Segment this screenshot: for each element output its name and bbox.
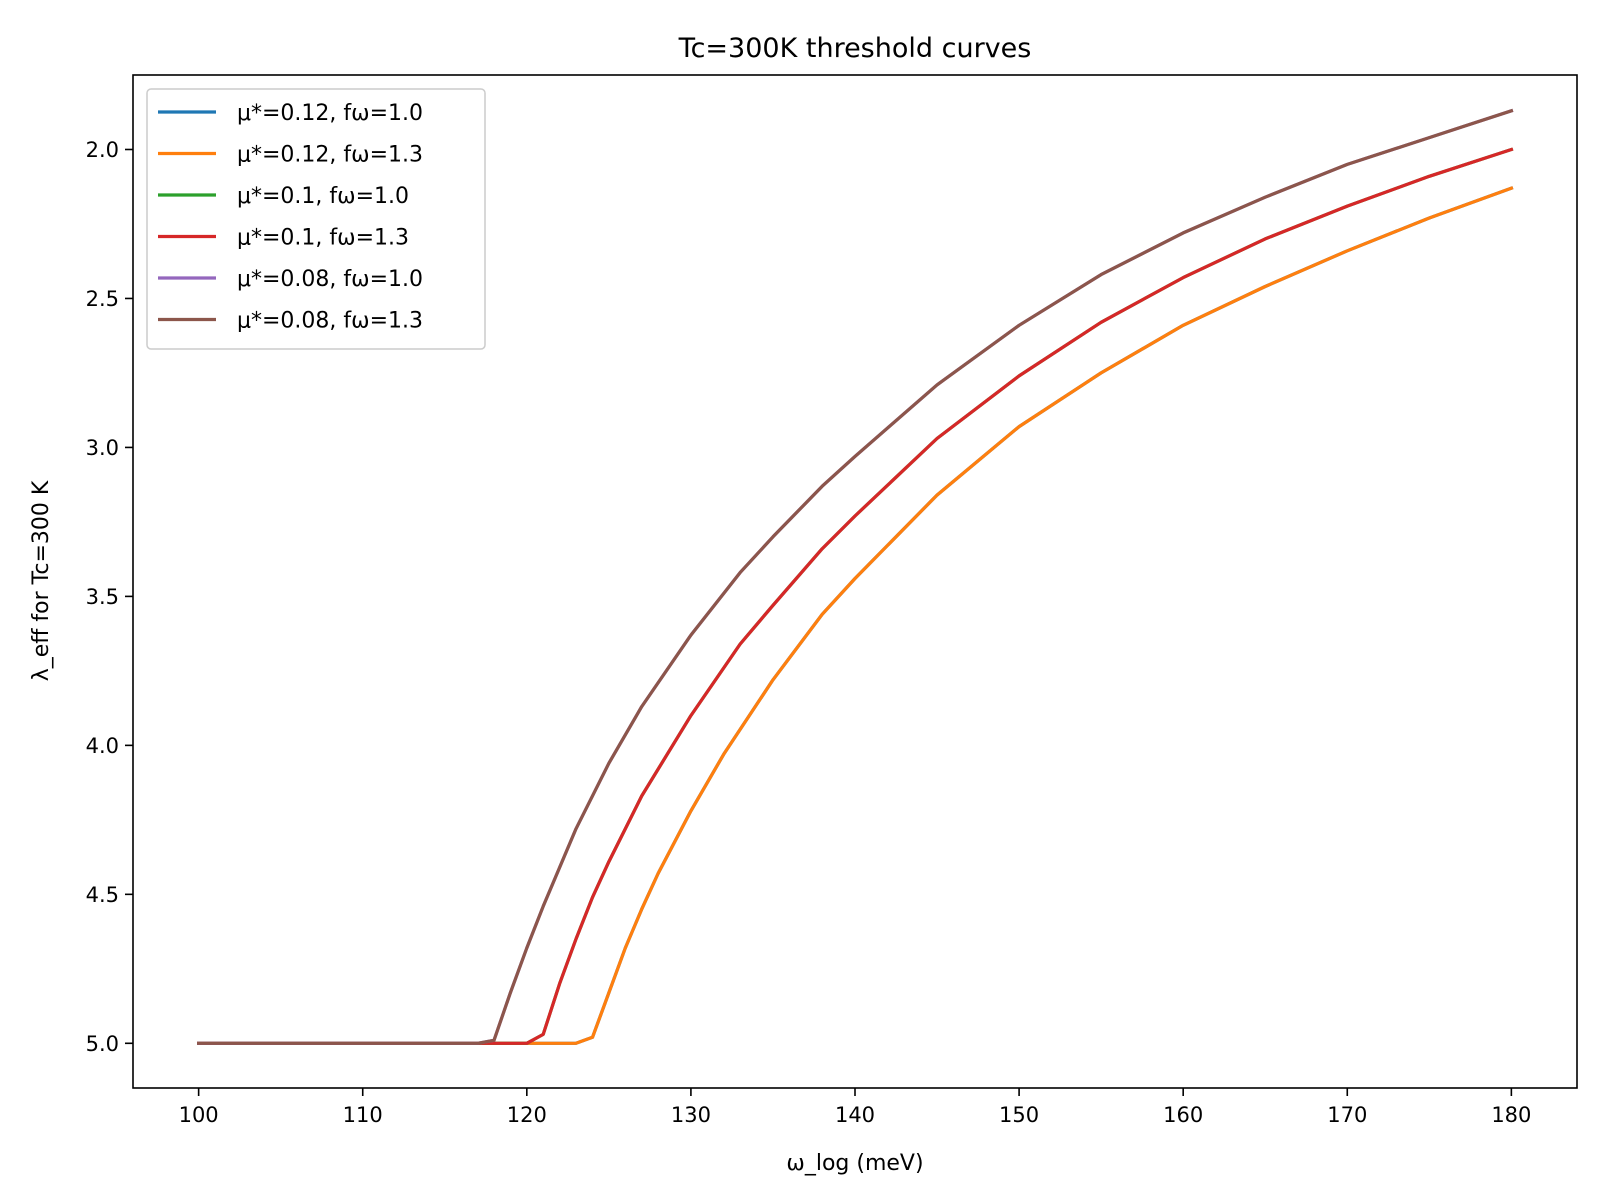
x-tick-label: 180	[1491, 1103, 1531, 1127]
x-tick-label: 140	[835, 1103, 875, 1127]
legend-label-1: μ*=0.12, fω=1.3	[237, 143, 423, 168]
y-tick-label: 4.0	[86, 734, 119, 758]
y-axis: 2.0 2.5 3.0 3.5 4.0 4.5 5.0	[86, 138, 133, 1056]
x-tick-label: 120	[507, 1103, 547, 1127]
x-axis: 100 110 120 130 140 150 160 170 180	[179, 1088, 1531, 1127]
x-tick-label: 110	[343, 1103, 383, 1127]
series-line-5	[197, 108, 1514, 1045]
legend-label-5: μ*=0.08, fω=1.3	[237, 309, 423, 334]
legend-label-4: μ*=0.08, fω=1.0	[237, 267, 423, 292]
x-tick-label: 100	[179, 1103, 219, 1127]
x-axis-title: ω_log (meV)	[786, 1151, 923, 1176]
y-tick-label: 4.5	[86, 883, 119, 907]
series-line-3	[197, 147, 1514, 1045]
y-tick-label: 3.5	[86, 585, 119, 609]
y-tick-label: 2.5	[86, 287, 119, 311]
series-line-1	[197, 186, 1514, 1045]
x-tick-label: 150	[999, 1103, 1039, 1127]
chart-title: Tc=300K threshold curves	[678, 33, 1032, 64]
legend-label-3: μ*=0.1, fω=1.3	[237, 226, 409, 251]
legend-label-0: μ*=0.12, fω=1.0	[237, 101, 423, 126]
y-tick-label: 2.0	[86, 138, 119, 162]
y-tick-label: 5.0	[86, 1032, 119, 1056]
x-tick-label: 160	[1163, 1103, 1203, 1127]
y-axis-title: λ_eff for Tc=300 K	[29, 480, 54, 681]
x-tick-label: 130	[671, 1103, 711, 1127]
legend-label-2: μ*=0.1, fω=1.0	[237, 184, 409, 209]
series-layer	[197, 108, 1514, 1045]
y-tick-label: 3.0	[86, 436, 119, 460]
legend-box	[146, 88, 486, 350]
legend: μ*=0.12, fω=1.0 μ*=0.12, fω=1.3 μ*=0.1, fω…	[146, 88, 486, 350]
x-tick-label: 170	[1327, 1103, 1367, 1127]
